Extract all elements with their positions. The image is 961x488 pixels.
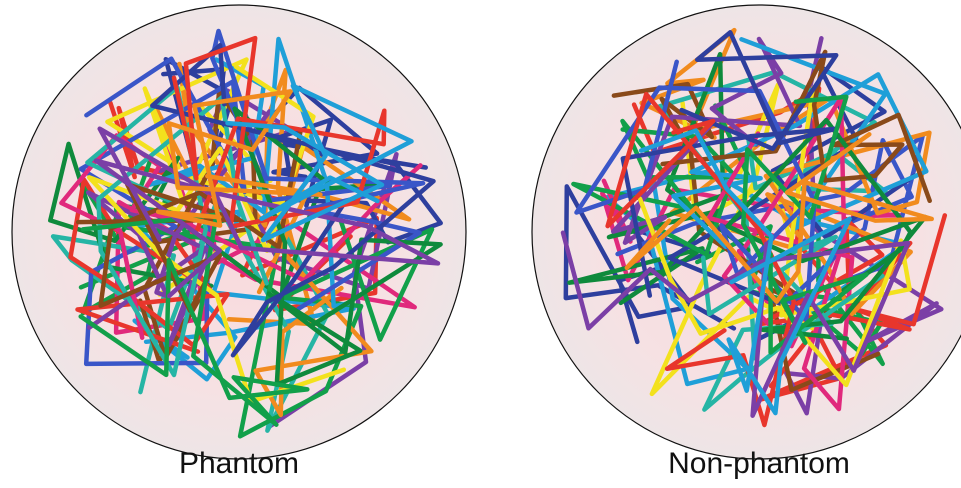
figure: Phantom Non-phantom	[0, 0, 961, 488]
panel-label: Phantom	[179, 447, 299, 480]
page: Phantom Non-phantom (() => { const data …	[0, 0, 961, 488]
panel-label: Non-phantom	[668, 447, 850, 480]
